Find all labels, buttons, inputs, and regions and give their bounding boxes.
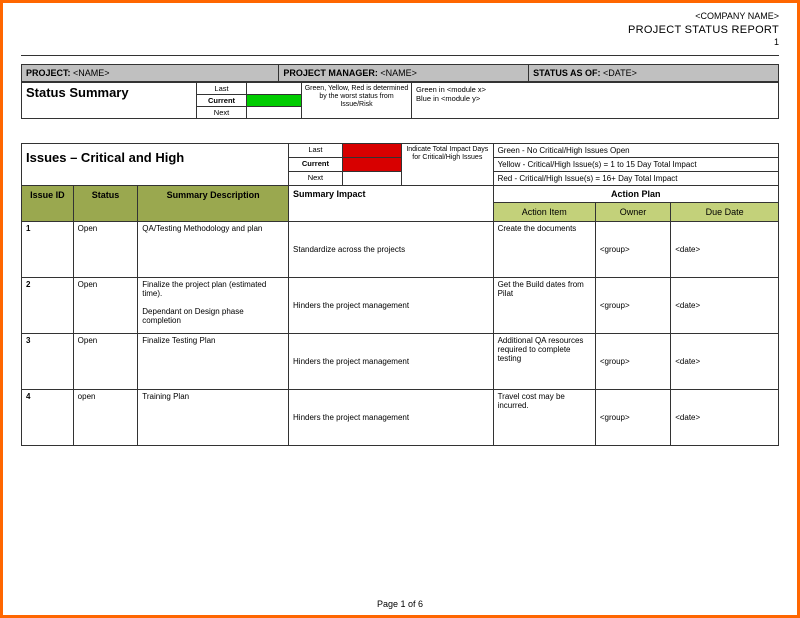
- hdr-action-plan: Action Plan: [493, 185, 778, 202]
- page-footer: Page 1 of 6: [21, 595, 779, 611]
- issues-title: Issues – Critical and High: [22, 143, 289, 185]
- ss-last-color: [247, 82, 302, 94]
- is-impact-note: Indicate Total Impact Days for Critical/…: [402, 143, 494, 185]
- is-last-color: [342, 143, 401, 157]
- ss-last-label: Last: [197, 82, 247, 94]
- header-rule: [21, 55, 779, 56]
- hdr-owner: Owner: [595, 202, 670, 221]
- hdr-action-item: Action Item: [493, 202, 595, 221]
- ss-next-color: [247, 106, 302, 118]
- status-summary-title: Status Summary: [22, 82, 197, 118]
- hdr-status: Status: [73, 185, 138, 221]
- status-asof-label: STATUS AS OF:: [533, 68, 600, 78]
- is-legend-3: Red - Critical/High Issue(s) = 16+ Day T…: [493, 171, 778, 185]
- ss-determined-note: Green, Yellow, Red is determined by the …: [302, 82, 412, 118]
- hdr-summary-impact: Summary Impact: [289, 185, 494, 221]
- is-current-label: Current: [289, 157, 343, 171]
- company-name: <COMPANY NAME>: [21, 11, 779, 23]
- ss-current-color: [247, 94, 302, 106]
- table-row: 1OpenQA/Testing Methodology and planStan…: [22, 221, 779, 277]
- is-legend-2: Yellow - Critical/High Issue(s) = 1 to 1…: [493, 157, 778, 171]
- project-label: PROJECT:: [26, 68, 71, 78]
- is-next-label: Next: [289, 171, 343, 185]
- table-row: 2OpenFinalize the project plan (estimate…: [22, 277, 779, 333]
- hdr-summary-desc: Summary Description: [138, 185, 289, 221]
- table-row: 3OpenFinalize Testing PlanHinders the pr…: [22, 333, 779, 389]
- project-value: <NAME>: [73, 68, 110, 78]
- project-meta-table: PROJECT: <NAME> PROJECT MANAGER: <NAME> …: [21, 64, 779, 82]
- pm-label: PROJECT MANAGER:: [283, 68, 378, 78]
- page-number-top: 1: [21, 37, 779, 49]
- is-current-color: [342, 157, 401, 171]
- pm-value: <NAME>: [380, 68, 417, 78]
- is-next-color: [342, 171, 401, 185]
- status-summary-table: Status Summary Last Green, Yellow, Red i…: [21, 82, 779, 119]
- ss-module-note-1: Green in <module x>: [416, 85, 774, 95]
- ss-next-label: Next: [197, 106, 247, 118]
- ss-current-label: Current: [197, 94, 247, 106]
- hdr-issue-id: Issue ID: [22, 185, 74, 221]
- page-header: <COMPANY NAME> PROJECT STATUS REPORT 1: [21, 11, 779, 49]
- is-legend-1: Green - No Critical/High Issues Open: [493, 143, 778, 157]
- report-title: PROJECT STATUS REPORT: [21, 23, 779, 37]
- hdr-due-date: Due Date: [671, 202, 779, 221]
- is-last-label: Last: [289, 143, 343, 157]
- table-row: 4openTraining PlanHinders the project ma…: [22, 389, 779, 445]
- issues-table: Issues – Critical and High Last Indicate…: [21, 143, 779, 446]
- ss-module-note-2: Blue in <module y>: [416, 94, 774, 104]
- status-asof-value: <DATE>: [603, 68, 637, 78]
